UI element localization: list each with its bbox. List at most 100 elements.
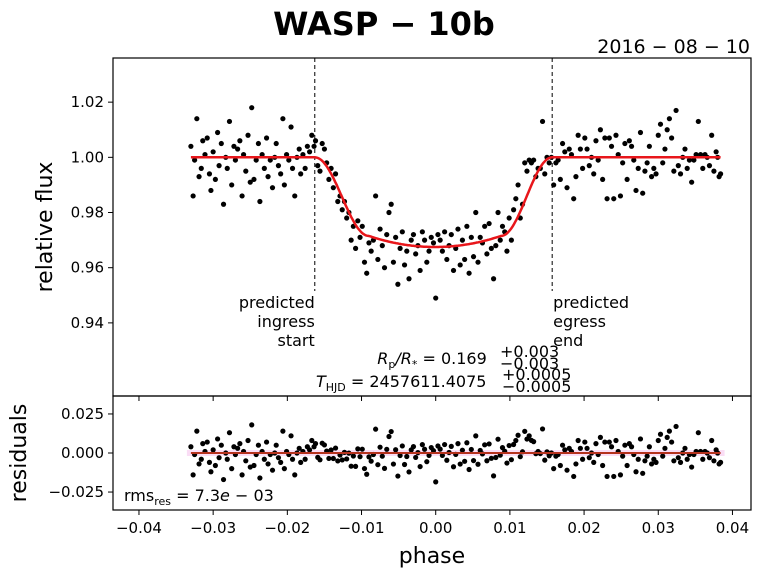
residual-data-point — [633, 469, 639, 475]
residual-data-point — [611, 473, 617, 480]
residual-data-point — [675, 455, 681, 461]
flux-data-point — [579, 165, 586, 171]
flux-data-point — [448, 231, 454, 238]
residual-data-point — [312, 441, 319, 447]
residual-data-point — [196, 461, 202, 467]
residual-data-point — [504, 460, 510, 466]
residual-data-point — [289, 456, 296, 462]
flux-data-point — [267, 157, 273, 163]
residual-data-point — [700, 456, 706, 462]
residual-data-point — [278, 459, 284, 465]
flux-data-point — [381, 265, 388, 271]
residual-data-point — [642, 458, 648, 464]
flux-data-point — [257, 198, 263, 205]
flux-data-point — [700, 165, 706, 171]
residual-data-point — [255, 442, 262, 448]
flux-data-point — [249, 105, 255, 111]
flux-data-point — [401, 262, 408, 268]
flux-data-point — [631, 157, 637, 163]
x-tick-label: −0.03 — [190, 519, 236, 537]
flux-data-point — [531, 157, 537, 163]
flux-data-point — [302, 165, 308, 171]
flux-data-point — [397, 245, 403, 251]
residual-data-point — [666, 428, 672, 434]
flux-data-point — [475, 259, 481, 265]
flux-data-point — [513, 196, 519, 202]
residual-data-point — [302, 456, 308, 462]
flux-data-point — [624, 176, 630, 183]
flux-data-point — [504, 248, 510, 254]
flux-data-point — [330, 185, 336, 191]
flux-data-point — [428, 234, 434, 240]
flux-data-point — [421, 237, 428, 243]
flux-data-point — [691, 157, 697, 163]
flux-data-point — [675, 163, 681, 169]
residual-data-point — [275, 455, 282, 461]
flux-data-point — [355, 218, 361, 224]
mid-transit-minus: −0.0005 — [502, 377, 571, 396]
residual-data-point — [635, 456, 641, 462]
flux-data-point — [265, 174, 271, 180]
residual-data-point — [557, 462, 563, 469]
residual-data-point — [486, 441, 492, 447]
flux-data-point — [229, 182, 235, 188]
residual-data-point — [393, 447, 399, 453]
flux-data-point — [384, 231, 390, 238]
flux-data-point — [269, 185, 276, 191]
radius-ratio-minus: −0.003 — [500, 354, 559, 373]
y-tick-label: 0.96 — [71, 259, 104, 277]
residual-data-point — [542, 457, 548, 463]
flux-data-point — [568, 151, 575, 158]
flux-data-point — [459, 237, 466, 243]
flux-data-point — [361, 259, 368, 265]
flux-data-point — [615, 151, 621, 158]
residual-data-point — [377, 444, 383, 450]
flux-data-point — [511, 207, 517, 213]
flux-data-point — [486, 220, 492, 227]
flux-data-point — [386, 209, 392, 216]
residual-data-point — [584, 445, 590, 451]
residual-data-point — [706, 455, 713, 461]
residual-data-point — [399, 443, 405, 449]
residual-data-point — [426, 452, 432, 458]
flux-data-point — [419, 229, 425, 235]
flux-data-point — [488, 245, 494, 251]
flux-data-point — [462, 256, 468, 263]
residual-data-point — [419, 442, 425, 448]
residual-data-point — [386, 433, 392, 440]
residuals-panel: −0.025 0.000 0.025 rmsres = 7.3e − 03 — [48, 395, 752, 511]
residual-data-point — [506, 442, 512, 449]
flux-data-point — [677, 171, 684, 177]
residual-data-point — [249, 422, 255, 428]
residual-data-point — [413, 454, 419, 461]
flux-data-point — [368, 248, 374, 254]
flux-data-point — [243, 168, 249, 174]
residual-data-point — [620, 453, 626, 459]
residual-data-point — [298, 459, 304, 465]
flux-data-point — [390, 259, 397, 265]
flux-data-point — [571, 196, 577, 202]
residual-data-point — [673, 423, 679, 430]
flux-data-point — [689, 179, 695, 185]
flux-data-point — [515, 182, 521, 188]
flux-data-point — [620, 160, 626, 166]
flux-data-point — [582, 135, 588, 141]
flux-data-point — [404, 248, 410, 254]
residual-data-point — [226, 430, 233, 436]
residual-data-point — [339, 457, 345, 463]
flux-data-point — [273, 140, 279, 147]
flux-data-point — [633, 187, 639, 194]
residual-data-point — [265, 461, 271, 467]
flux-data-point — [194, 116, 200, 122]
residual-data-point — [404, 453, 410, 460]
flux-data-point — [430, 240, 437, 246]
flux-data-point — [626, 138, 632, 144]
residual-data-point — [375, 462, 381, 468]
flux-data-point — [539, 118, 546, 125]
residual-data-point — [229, 466, 235, 472]
x-tick-label: −0.04 — [116, 519, 162, 537]
residual-data-point — [330, 455, 336, 462]
chart-title: WASP − 10b — [273, 5, 495, 43]
residual-data-point — [442, 441, 448, 448]
flux-data-point — [286, 157, 292, 163]
